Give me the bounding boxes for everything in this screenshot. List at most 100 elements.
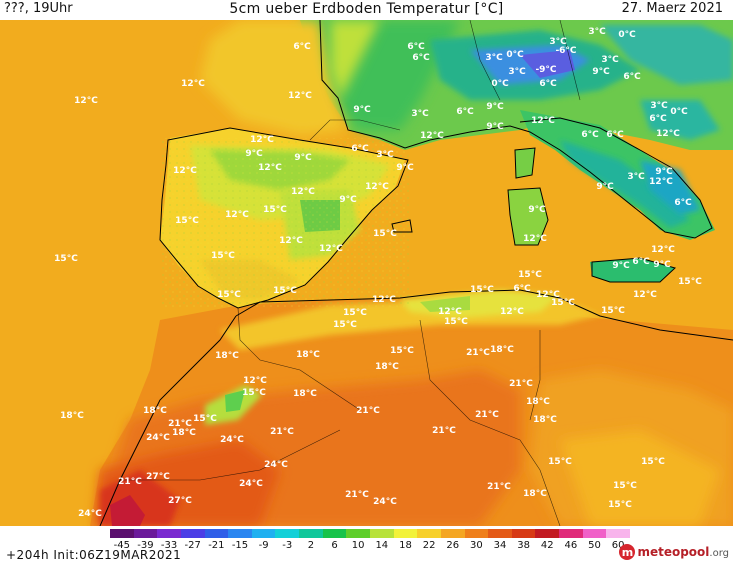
temperature-label: 9°C	[653, 260, 671, 270]
temperature-label: 6°C	[623, 72, 641, 82]
temperature-label: 0°C	[506, 50, 524, 60]
temperature-label: 15°C	[548, 457, 572, 467]
forecast-date: 27. Maerz 2021	[621, 1, 723, 16]
color-scale-segment	[393, 529, 418, 538]
color-scale-tick: -39	[137, 540, 154, 551]
color-scale-segment	[559, 529, 584, 538]
temperature-label: 9°C	[655, 167, 673, 177]
temperature-label: 9°C	[612, 261, 630, 271]
color-scale-bar	[110, 529, 631, 538]
color-scale-tick: -27	[184, 540, 201, 551]
temperature-label: 6°C	[412, 53, 430, 63]
color-scale-tick: 22	[422, 540, 436, 551]
temperature-label: 15°C	[242, 388, 266, 398]
italy-field	[508, 110, 715, 282]
temperature-label: 6°C	[632, 257, 650, 267]
color-scale-segment	[464, 529, 489, 538]
temperature-label: 18°C	[490, 345, 514, 355]
temperature-label: 0°C	[670, 107, 688, 117]
color-scale-tick: 30	[469, 540, 483, 551]
color-scale-tick: 38	[517, 540, 530, 551]
temperature-label: 6°C	[581, 130, 599, 140]
temperature-label: 9°C	[596, 182, 614, 192]
temperature-label: 18°C	[533, 415, 557, 425]
temperature-label: -6°C	[555, 46, 576, 56]
color-scale-tick: 34	[493, 540, 507, 551]
temperature-label: 6°C	[351, 144, 369, 154]
temperature-label: 3°C	[601, 55, 619, 65]
temperature-label: 3°C	[508, 67, 526, 77]
temperature-label: 15°C	[273, 286, 297, 296]
color-scale-segment	[346, 529, 371, 538]
temperature-label: 21°C	[466, 348, 490, 358]
meteopool-logo[interactable]: m meteopool.org	[619, 543, 729, 561]
temperature-label: 15°C	[54, 254, 78, 264]
map-footer: -45 -39 -33 -27 -21 -15 -9 -3 2 6 10 14 18 22 26 30 34 38…	[0, 526, 733, 566]
color-scale-tick: -33	[160, 540, 178, 551]
temperature-label: 12°C	[181, 79, 205, 89]
temperature-label: 21°C	[356, 406, 380, 416]
color-scale-tick: -21	[208, 540, 225, 551]
color-scale-tick: 14	[375, 540, 389, 551]
temperature-label: 18°C	[523, 489, 547, 499]
color-scale-segment	[606, 529, 631, 538]
temperature-label: 24°C	[264, 460, 288, 470]
temperature-label: 12°C	[258, 163, 282, 173]
temperature-label: 21°C	[509, 379, 533, 389]
temperature-label: 15°C	[551, 298, 575, 308]
temperature-label: 18°C	[60, 411, 84, 421]
logo-m-icon: m	[619, 544, 636, 560]
color-scale-tick: -45	[113, 540, 130, 551]
temperature-label: 6°C	[456, 107, 474, 117]
temperature-label: 15°C	[470, 285, 494, 295]
temperature-label: 12°C	[225, 210, 249, 220]
europe-field	[200, 20, 733, 150]
temperature-label: 12°C	[531, 116, 555, 126]
color-scale-tick: 50	[588, 540, 601, 551]
temperature-label: 18°C	[296, 350, 320, 360]
temperature-label: 15°C	[641, 457, 665, 467]
temperature-label: 6°C	[407, 42, 425, 52]
temperature-label: 3°C	[627, 172, 645, 182]
temperature-label: 18°C	[215, 351, 239, 361]
color-scale-segment	[370, 529, 395, 538]
temperature-label: 9°C	[339, 195, 357, 205]
temperature-label: 3°C	[411, 109, 429, 119]
temperature-label: 18°C	[172, 428, 196, 438]
color-scale-segment	[157, 529, 182, 538]
color-scale-tick: 42	[540, 540, 554, 551]
temperature-label: 15°C	[444, 317, 468, 327]
temperature-label: 12°C	[536, 290, 560, 300]
color-scale-tick: 2	[307, 540, 315, 551]
temperature-label: 15°C	[211, 251, 235, 261]
temperature-label: 9°C	[592, 67, 610, 77]
color-scale-segment	[417, 529, 442, 538]
logo-text: meteopool.org	[637, 545, 729, 559]
color-scale-segment	[322, 529, 347, 538]
temperature-label: 15°C	[678, 277, 702, 287]
color-scale-tick: 46	[564, 540, 578, 551]
temperature-label: 27°C	[146, 472, 170, 482]
temperature-label: 6°C	[513, 284, 531, 294]
temperature-label: 12°C	[243, 376, 267, 386]
temperature-label: 9°C	[396, 163, 414, 173]
temperature-label: 9°C	[486, 122, 504, 132]
temperature-label: 15°C	[608, 500, 632, 510]
temperature-label: 3°C	[650, 101, 668, 111]
temperature-label: 21°C	[270, 427, 294, 437]
temperature-label: 18°C	[143, 406, 167, 416]
temperature-label: 18°C	[375, 362, 399, 372]
color-scale-segment	[180, 529, 206, 538]
temperature-label: 0°C	[491, 79, 509, 89]
temperature-label: 12°C	[291, 187, 315, 197]
temperature-label: 12°C	[288, 91, 312, 101]
color-scale-segment	[204, 529, 229, 538]
temperature-label: 12°C	[319, 244, 343, 254]
temperature-label: 9°C	[294, 153, 312, 163]
temperature-label: 15°C	[343, 308, 367, 318]
temperature-label: 21°C	[168, 419, 192, 429]
temperature-map: 12°C 12°C 12°C 6°C 9°C 3°C 6°C 6°C 12°C 3°C 0°C 3°C…	[0, 20, 733, 526]
color-scale-segment	[535, 529, 560, 538]
color-scale-tick: -15	[231, 540, 249, 551]
temperature-label: 3°C	[549, 37, 567, 47]
